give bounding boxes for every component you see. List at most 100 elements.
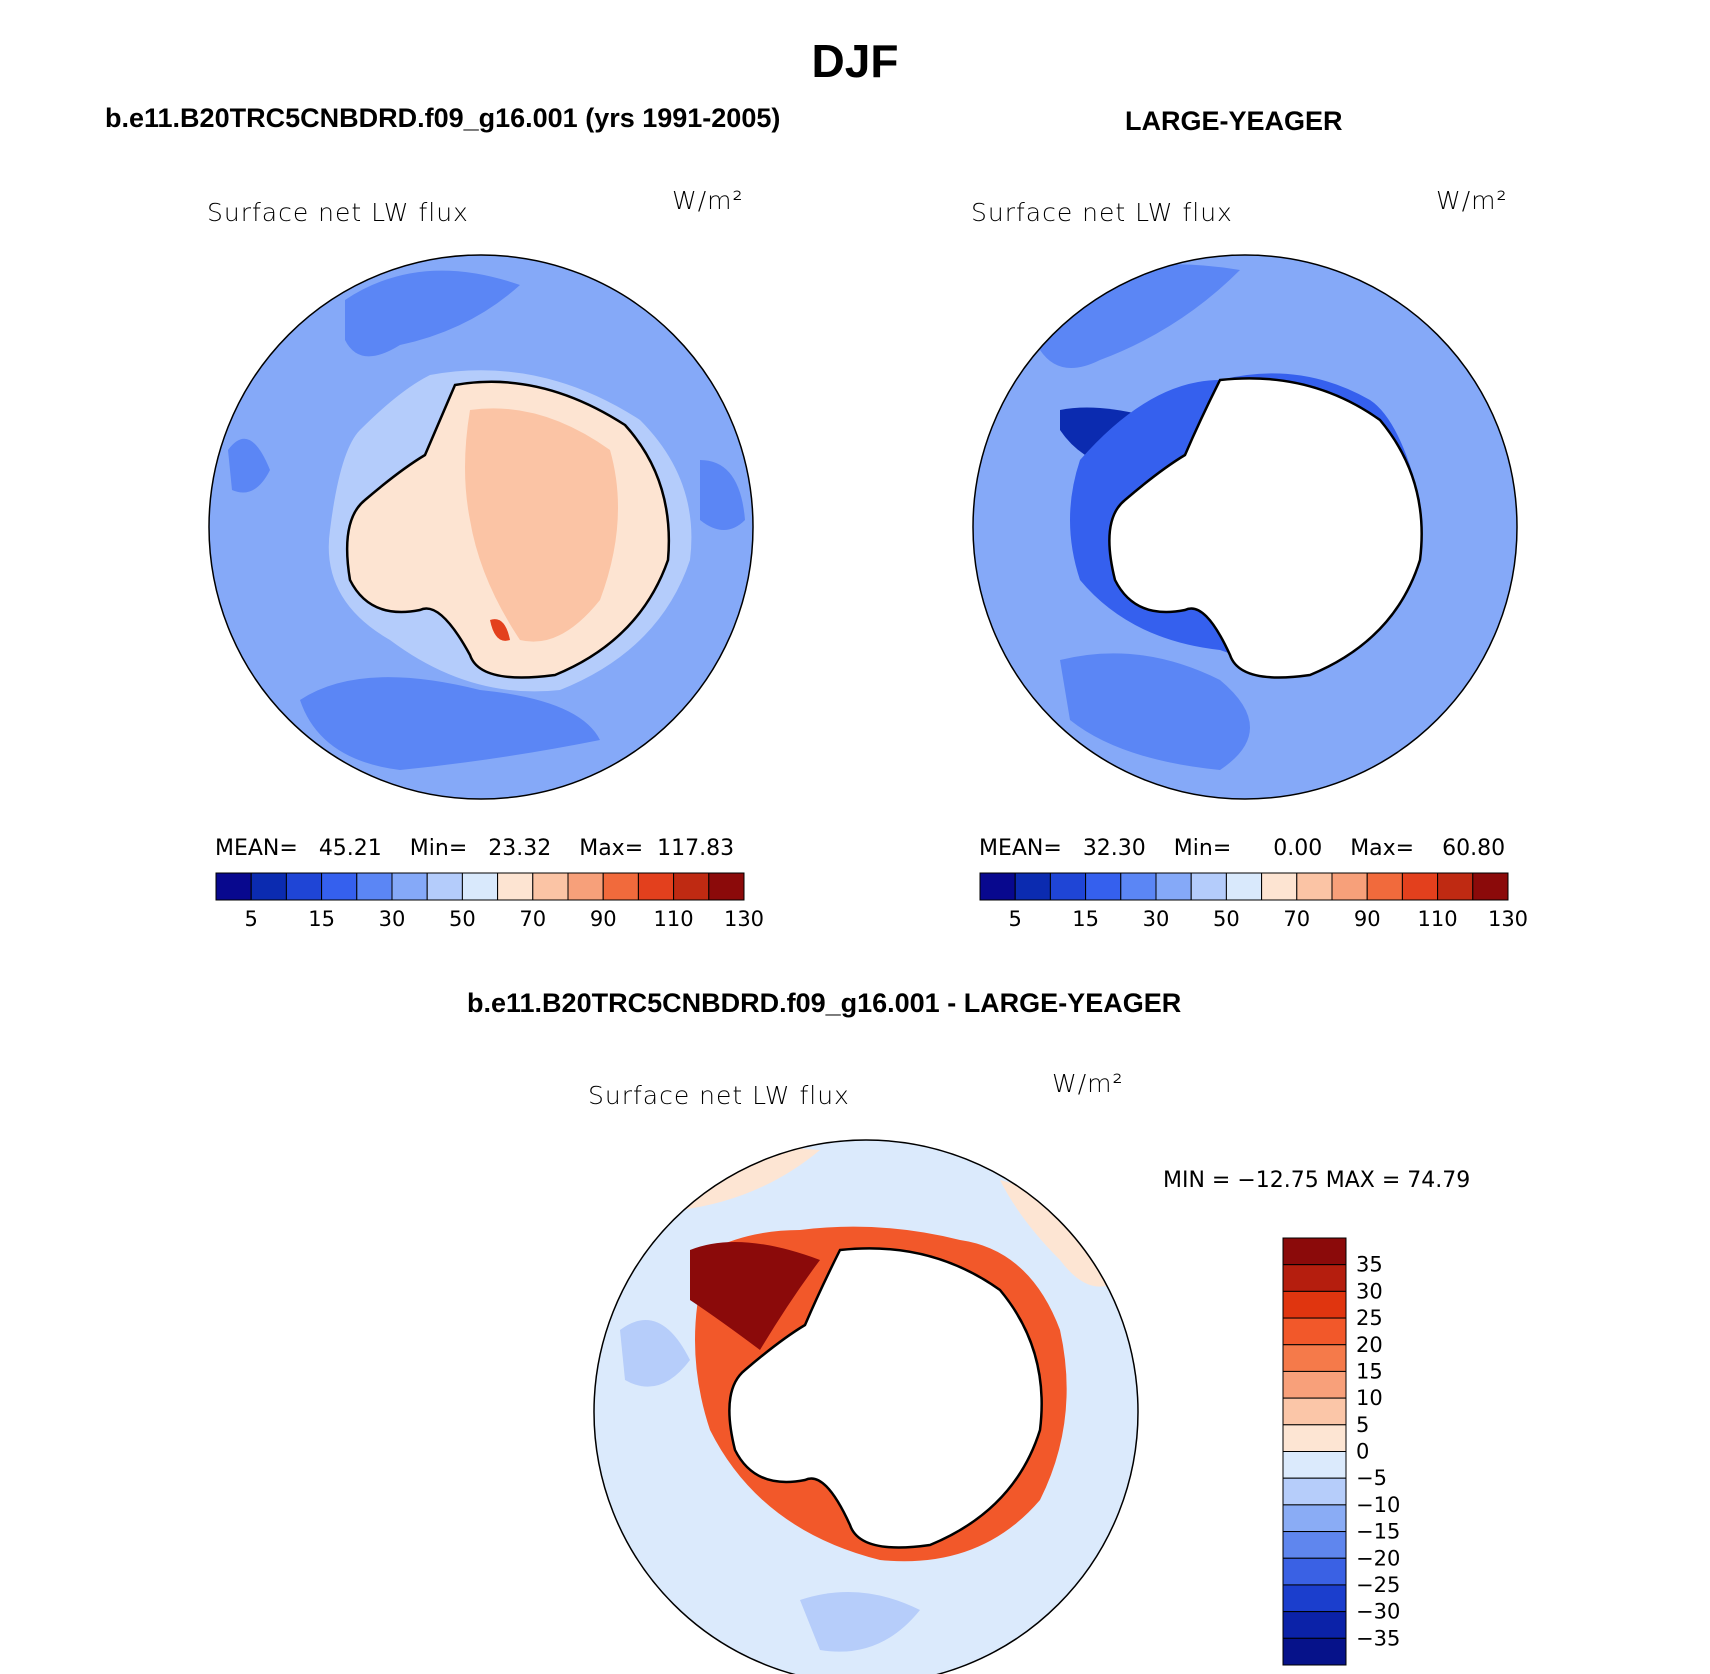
colorbar-tick-label: 90: [1354, 907, 1381, 931]
ocean-anomaly-region: [1060, 653, 1250, 770]
colorbar-swatch: [1282, 1451, 1347, 1479]
map-boundary: [972, 254, 1518, 800]
bottom-minmax: MIN = −12.75 MAX = 74.79: [1163, 1168, 1471, 1193]
colorbar-swatch: [497, 872, 534, 901]
top-left-plot-label: Surface net LW flux: [207, 198, 469, 227]
colorbar-tick-label: 10: [1356, 1386, 1383, 1410]
colorbar-swatch: [673, 872, 710, 901]
coastline: [345, 380, 671, 679]
colorbar-tick-label: −20: [1356, 1546, 1400, 1570]
top-left-units: W/m²: [672, 186, 744, 215]
colorbar-tick-label: −35: [1356, 1626, 1400, 1650]
ocean-anomaly-region: [620, 1320, 690, 1387]
colorbar-swatch: [426, 872, 463, 901]
colorbar-tick-label: 35: [1356, 1253, 1383, 1277]
colorbar-swatch: [1049, 872, 1087, 901]
min-label: Min=: [1173, 836, 1232, 861]
colorbar-swatch: [1282, 1397, 1347, 1426]
ocean-anomaly-region: [300, 677, 600, 770]
colorbar-swatch: [1282, 1531, 1347, 1559]
colorbar-swatch: [1225, 872, 1263, 901]
colorbar-tick-label: −15: [1356, 1520, 1400, 1544]
bottom-map: [593, 1139, 1139, 1674]
top-right-plot-label: Surface net LW flux: [971, 198, 1233, 227]
colorbar-swatch: [461, 872, 499, 901]
colorbar-swatch: [1282, 1264, 1347, 1292]
map-boundary: [593, 1139, 1139, 1674]
colorbar-tick-label: 5: [245, 907, 258, 931]
max-value: 60.80: [1442, 836, 1506, 861]
colorbar-swatch: [1282, 1637, 1347, 1666]
max-label: Max=: [579, 836, 644, 861]
ocean-anomaly-region: [228, 438, 270, 493]
colorbar-swatch: [1282, 1344, 1347, 1372]
colorbar-swatch: [1282, 1424, 1347, 1452]
colorbar-swatch: [1282, 1237, 1347, 1266]
colorbar-tick-label: 130: [724, 907, 764, 931]
min-value: 23.32: [488, 836, 552, 861]
colorbar-tick-label: −5: [1356, 1466, 1387, 1490]
mean-label: MEAN=: [979, 836, 1062, 861]
top-right-units: W/m²: [1436, 186, 1508, 215]
top-right-map: [972, 254, 1518, 800]
colorbar-swatch: [979, 872, 1016, 901]
colorbar-swatch: [532, 872, 569, 901]
colorbar-swatch: [215, 872, 252, 901]
ice-edge-max-region: [690, 1242, 820, 1350]
colorbar-tick-label: 30: [1356, 1279, 1383, 1303]
mean-value: 32.30: [1082, 836, 1146, 861]
ocean-anomaly-region: [1000, 1180, 1120, 1287]
colorbar-swatch: [602, 872, 639, 901]
colorbar-tick-label: 0: [1356, 1440, 1369, 1464]
top-left-colorbar: 5 15 30 50 70 90 110 130: [215, 872, 764, 931]
colorbar-tick-label: 25: [1356, 1306, 1383, 1330]
colorbar-swatch: [1014, 872, 1051, 901]
colorbar-swatch: [1331, 872, 1368, 901]
colorbar-tick-label: 70: [1283, 907, 1310, 931]
colorbar-swatch: [1120, 872, 1157, 901]
colorbar-swatch: [1401, 872, 1439, 901]
bottom-units: W/m²: [1052, 1069, 1124, 1098]
colorbar-swatch: [567, 872, 604, 901]
colorbar-swatch: [1261, 872, 1298, 901]
colorbar-swatch: [1282, 1317, 1347, 1346]
ocean-anomaly-region: [345, 270, 520, 357]
colorbar-swatch: [1437, 872, 1474, 901]
max-value: 117.83: [657, 836, 735, 861]
coastline: [728, 1247, 1043, 1549]
colorbar-swatch: [1282, 1370, 1347, 1399]
colorbar-swatch: [637, 872, 675, 901]
colorbar-tick-label: −25: [1356, 1573, 1400, 1597]
map-boundary: [208, 254, 754, 800]
mean-label: MEAN=: [215, 836, 298, 861]
colorbar-tick-label: 15: [308, 907, 335, 931]
land-mask: [1109, 378, 1422, 678]
colorbar-tick-label: 50: [1213, 907, 1240, 931]
top-right-stats: MEAN= 32.30 Min= 0.00 Max= 60.80: [979, 836, 1505, 861]
colorbar-tick-label: 70: [519, 907, 546, 931]
min-value: 0.00: [1273, 836, 1323, 861]
top-right-colorbar: 5 15 30 50 70 90 110 130: [979, 872, 1528, 931]
top-left-map: [208, 254, 754, 800]
colorbar-swatch: [708, 872, 745, 901]
colorbar-swatch: [1155, 872, 1192, 901]
coastline: [1108, 377, 1423, 679]
ocean-anomaly-region: [800, 1592, 920, 1652]
colorbar-swatch: [1085, 872, 1122, 901]
colorbar-tick-label: 5: [1009, 907, 1022, 931]
top-right-subtitle: LARGE-YEAGER: [1125, 106, 1343, 136]
colorbar-swatch: [1282, 1504, 1347, 1533]
colorbar-tick-label: −10: [1356, 1493, 1400, 1517]
colorbar-tick-label: 110: [1418, 907, 1458, 931]
colorbar-tick-label: 90: [590, 907, 617, 931]
colorbar-tick-label: 15: [1072, 907, 1099, 931]
bottom-plot-label: Surface net LW flux: [588, 1081, 850, 1110]
land-mask: [729, 1248, 1042, 1548]
colorbar-swatch: [1190, 872, 1227, 901]
continent-max-region: [490, 619, 510, 641]
colorbar-swatch: [391, 872, 428, 901]
colorbar-tick-label: −30: [1356, 1600, 1400, 1624]
colorbar-swatch: [1282, 1611, 1347, 1639]
top-left-subtitle: b.e11.B20TRC5CNBDRD.f09_g16.001 (yrs 199…: [105, 103, 781, 133]
